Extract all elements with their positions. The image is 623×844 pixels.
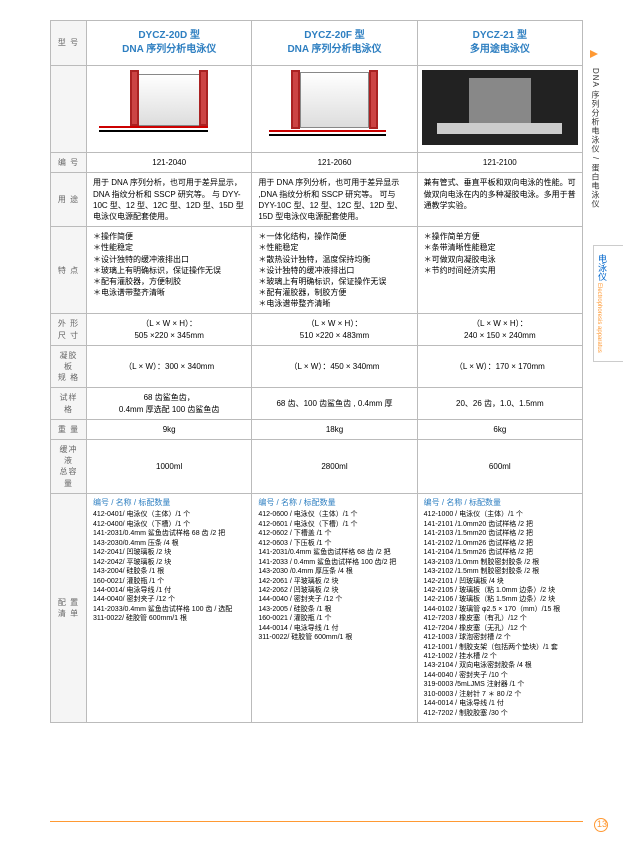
- product-0-use: 用于 DNA 序列分析，也可用于差异显示，DNA 指纹分析和 SSCP 研究等。…: [87, 173, 252, 227]
- spec-table: 型 号 DYCZ-20D 型 DNA 序列分析电泳仪 DYCZ-20F 型 DN…: [50, 20, 583, 723]
- product-0-size: （L × W × H）： 505 ×220 × 345mm: [87, 314, 252, 345]
- product-1-comb: 68 齿、100 齿鲨鱼齿 , 0.4mm 厚: [252, 388, 417, 419]
- product-0-config: 编号 / 名称 / 标配数量 412-0401/ 电泳仪（主体）/1 个 412…: [87, 493, 252, 722]
- product-1-config-title: 编号 / 名称 / 标配数量: [258, 498, 410, 509]
- product-1-name: DYCZ-20F 型 DNA 序列分析电泳仪: [252, 21, 417, 66]
- row-use-label: 用 途: [51, 173, 87, 227]
- row-comb-label: 试样格: [51, 388, 87, 419]
- row-size-label: 外 形 尺 寸: [51, 314, 87, 345]
- product-0-feature: ＊操作简便 ＊性能稳定 ＊设计独特的缓冲液排出口 ＊玻璃上有明确标识，保证操作无…: [87, 227, 252, 314]
- header-model-label: 型 号: [51, 21, 87, 66]
- product-2-image: [417, 66, 582, 153]
- page-number: 13: [594, 818, 608, 832]
- product-0-buffer: 1000ml: [87, 439, 252, 493]
- footer-divider: [50, 821, 583, 822]
- product-2-config-title: 编号 / 名称 / 标配数量: [424, 498, 576, 509]
- product-0-name: DYCZ-20D 型 DNA 序列分析电泳仪: [87, 21, 252, 66]
- product-1-code: 121-2060: [252, 153, 417, 173]
- product-1-config: 编号 / 名称 / 标配数量 412-0600 / 电泳仪（主体）/1 个 41…: [252, 493, 417, 722]
- product-0-image: [87, 66, 252, 153]
- product-0-weight: 9kg: [87, 419, 252, 439]
- row-config-label: 配 置 清 单: [51, 493, 87, 722]
- product-1-gel: （L × W）：450 × 340mm: [252, 345, 417, 388]
- product-0-comb: 68 齿鲨鱼齿， 0.4mm 厚选配 100 齿鲨鱼齿: [87, 388, 252, 419]
- row-code-label: 编 号: [51, 153, 87, 173]
- row-weight-label: 重 量: [51, 419, 87, 439]
- product-2-code: 121-2100: [417, 153, 582, 173]
- side-label-cn: 电泳仪: [596, 254, 609, 281]
- product-0-code: 121-2040: [87, 153, 252, 173]
- product-1-feature: ＊一体化结构，操作简便 ＊性能稳定 ＊散热设计独特，温度保持均衡 ＊设计独特的缓…: [252, 227, 417, 314]
- product-1-image: [252, 66, 417, 153]
- product-2-gel: （L × W）：170 × 170mm: [417, 345, 582, 388]
- product-2-size: （L × W × H）： 240 × 150 × 240mm: [417, 314, 582, 345]
- product-2-use: 兼有管式、垂直平板和双向电泳的性能。可做双向电泳在内的多种凝胶电泳。多用于普通教…: [417, 173, 582, 227]
- side-tab: DNA 序列分析电泳仪 / 蛋白电泳仪 电泳仪 Electrophoresis …: [583, 0, 623, 844]
- product-2-config-list: 412-1000 / 电泳仪（主体）/1 个 141-2101 /1.0mm20…: [424, 510, 576, 718]
- product-1-buffer: 2800ml: [252, 439, 417, 493]
- side-section-text: DNA 序列分析电泳仪 / 蛋白电泳仪: [590, 68, 601, 208]
- row-feature-label: 特 点: [51, 227, 87, 314]
- side-category-tab: 电泳仪 Electrophoresis apparatus: [593, 245, 623, 362]
- row-image-label: [51, 66, 87, 153]
- product-2-weight: 6kg: [417, 419, 582, 439]
- row-buffer-label: 缓冲液 总容量: [51, 439, 87, 493]
- row-gel-label: 凝胶板 规 格: [51, 345, 87, 388]
- product-0-config-list: 412-0401/ 电泳仪（主体）/1 个 412-0400/ 电泳仪（下槽）/…: [93, 510, 245, 623]
- product-2-config: 编号 / 名称 / 标配数量 412-1000 / 电泳仪（主体）/1 个 14…: [417, 493, 582, 722]
- product-2-feature: ＊操作简单方便 ＊条带清晰性能稳定 ＊可做双向凝胶电泳 ＊节约时间经济实用: [417, 227, 582, 314]
- product-2-buffer: 600ml: [417, 439, 582, 493]
- product-1-config-list: 412-0600 / 电泳仪（主体）/1 个 412-0601 / 电泳仪（下槽…: [258, 510, 410, 642]
- product-1-weight: 18kg: [252, 419, 417, 439]
- product-0-config-title: 编号 / 名称 / 标配数量: [93, 498, 245, 509]
- product-1-size: （L × W × H）： 510 ×220 × 483mm: [252, 314, 417, 345]
- product-2-name: DYCZ-21 型 多用途电泳仪: [417, 21, 582, 66]
- side-label-en: Electrophoresis apparatus: [596, 283, 602, 353]
- product-1-use: 用于 DNA 序列分析，也可用于差异显示 ,DNA 指纹分析和 SSCP 研究等…: [252, 173, 417, 227]
- product-2-comb: 20、26 齿，1.0、1.5mm: [417, 388, 582, 419]
- side-marker-icon: [590, 50, 598, 58]
- product-0-gel: （L × W）：300 × 340mm: [87, 345, 252, 388]
